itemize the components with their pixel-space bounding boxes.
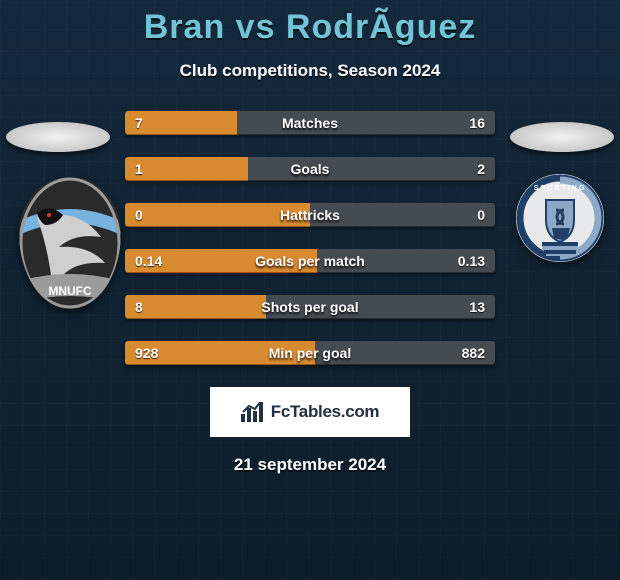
right-team-crest: SPORTING: [516, 174, 604, 262]
svg-text:MNUFC: MNUFC: [48, 284, 92, 298]
stats-bars: 716Matches 12Goals 00Hattricks 0.140.13Goal…: [125, 111, 495, 365]
stat-row: 12Goals: [125, 157, 495, 181]
stat-row: 928882Min per goal: [125, 341, 495, 365]
watermark-text: FcTables.com: [271, 402, 380, 422]
stat-label: Shots per goal: [125, 295, 495, 319]
page-title: Bran vs RodrÃ­guez: [0, 0, 620, 47]
left-team-crest: MNUFC: [19, 177, 121, 309]
page-subtitle: Club competitions, Season 2024: [0, 61, 620, 81]
stat-row: 813Shots per goal: [125, 295, 495, 319]
stat-row: 716Matches: [125, 111, 495, 135]
right-pedestal: [510, 122, 614, 152]
stat-label: Goals per match: [125, 249, 495, 273]
stat-label: Hattricks: [125, 203, 495, 227]
mnufc-icon: MNUFC: [19, 177, 121, 309]
left-pedestal: [6, 122, 110, 152]
bar-chart-icon: [241, 402, 265, 422]
svg-text:SPORTING: SPORTING: [534, 185, 587, 192]
stat-row: 0.140.13Goals per match: [125, 249, 495, 273]
sporting-icon: SPORTING: [516, 174, 604, 262]
page-date: 21 september 2024: [0, 455, 620, 475]
stat-label: Matches: [125, 111, 495, 135]
stat-label: Min per goal: [125, 341, 495, 365]
stat-row: 00Hattricks: [125, 203, 495, 227]
stat-label: Goals: [125, 157, 495, 181]
watermark: FcTables.com: [210, 387, 410, 437]
